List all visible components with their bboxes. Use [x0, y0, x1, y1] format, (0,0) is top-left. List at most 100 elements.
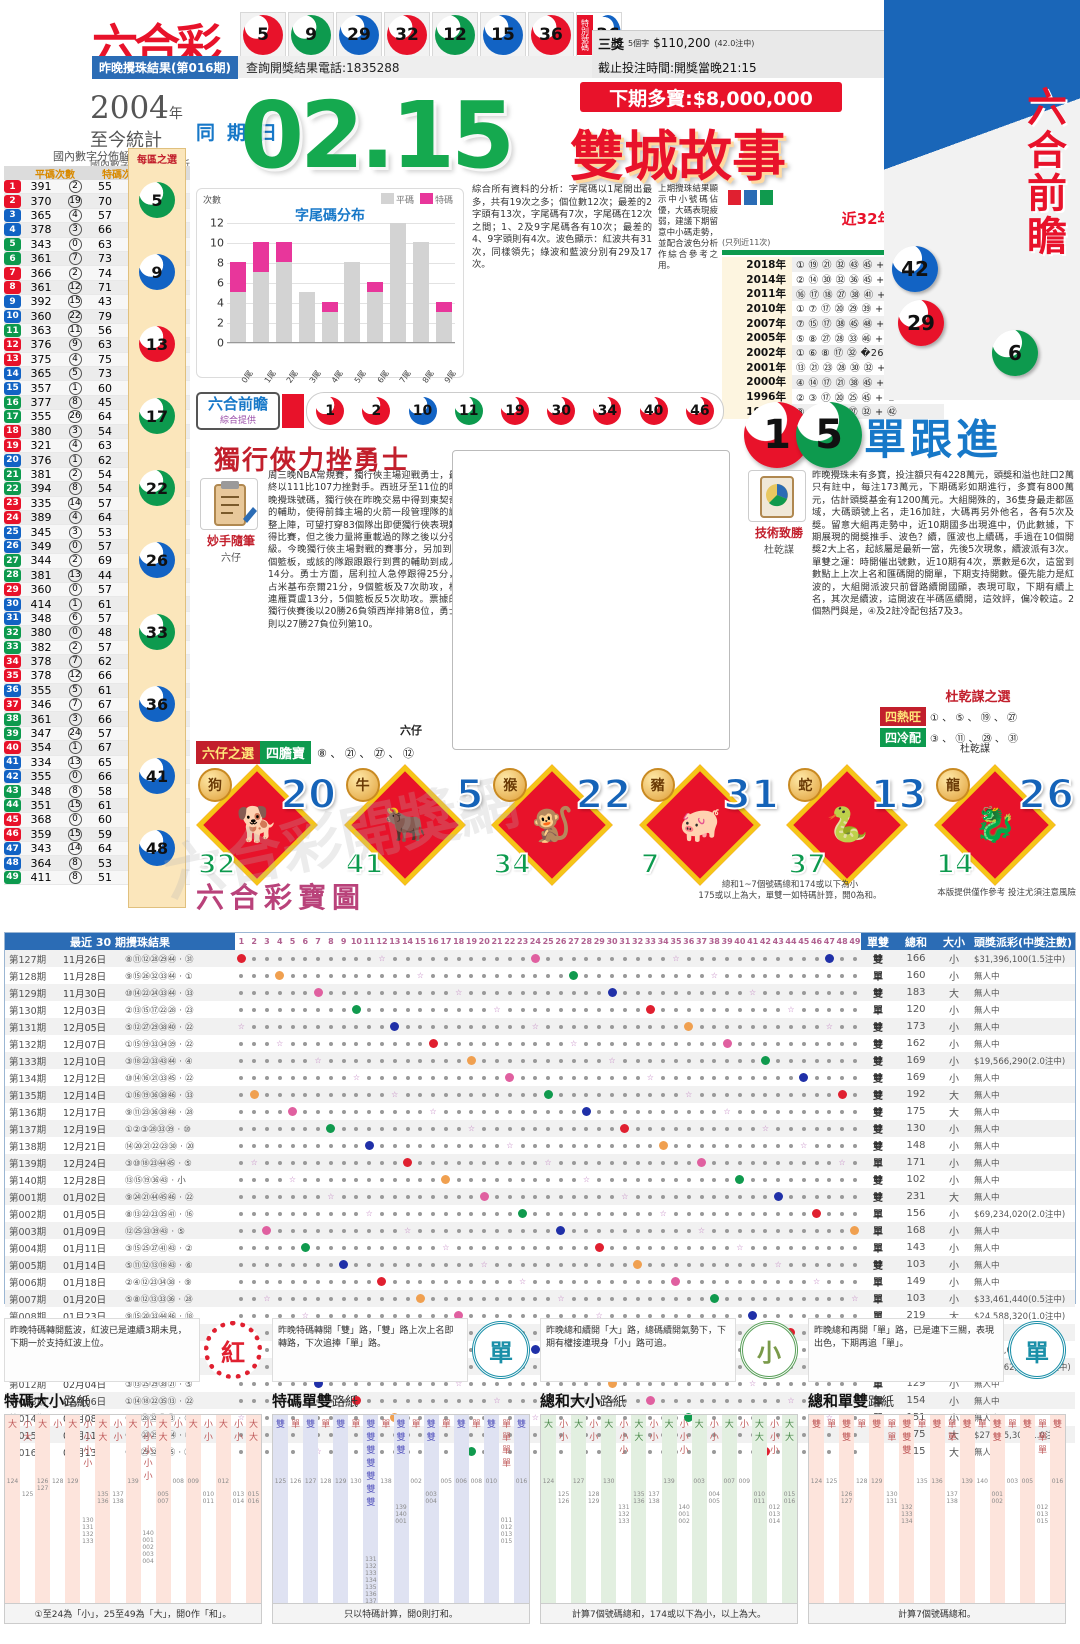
draw-cell	[465, 1073, 478, 1082]
forecast-ball[interactable]: 40	[639, 397, 668, 425]
year-value: 2004	[90, 90, 169, 126]
draw-ball: 32	[387, 15, 427, 55]
zone-pick-ball[interactable]: 5	[139, 182, 175, 218]
zone-pick-ball[interactable]: 22	[139, 470, 175, 506]
zone-pick-ball[interactable]: 41	[139, 758, 175, 794]
draw-cell	[708, 1022, 721, 1031]
number-header: 30	[606, 937, 618, 946]
draw-cell	[401, 1039, 414, 1048]
road-id: 011	[202, 1498, 215, 1505]
draw-payout: 無人中	[974, 1090, 1000, 1101]
zone-pick-ball[interactable]: 9	[139, 254, 175, 290]
zodiac-card[interactable]: 牛 🐂 5 41	[343, 764, 486, 886]
draw-cell	[797, 1294, 810, 1303]
draw-cell	[682, 1124, 695, 1133]
road-mark: 單	[887, 1420, 897, 1430]
road-mark: 雙	[366, 1446, 376, 1456]
zone-pick-ball[interactable]: 48	[139, 830, 175, 866]
road-map-panels: 昨晚特碼轉開藍波，紅波已是連續3期未見，下期一於支持紅波上位。紅特碼大小路紙大 1…	[4, 1312, 1076, 1638]
draw-cell: ☆	[774, 1260, 782, 1269]
zodiac-card[interactable]: 猴 🐒 22 34	[491, 764, 633, 886]
forecast-ball[interactable]: 10	[408, 397, 437, 425]
draw-cell	[606, 1022, 619, 1031]
draw-cell	[555, 1158, 568, 1167]
draw-cell	[324, 1447, 337, 1456]
draw-cell	[401, 1141, 414, 1150]
draw-cell	[273, 1209, 286, 1218]
road-mark: 小	[113, 1420, 123, 1430]
draw-cell	[618, 1090, 631, 1099]
draw-cell	[644, 1226, 657, 1235]
draw-cell	[363, 1090, 376, 1099]
draw-cell	[503, 1226, 516, 1235]
draw-cell	[516, 971, 529, 980]
forecast-ball[interactable]: 34	[593, 397, 622, 425]
road-id: 010	[753, 1491, 766, 1498]
draw-cell	[657, 1158, 670, 1167]
draw-payout: 無人中	[974, 1175, 1000, 1186]
draw-cell	[324, 1056, 337, 1065]
zone-pick-ball[interactable]: 36	[139, 686, 175, 722]
draw-cell	[618, 1379, 631, 1388]
stats-special-count: 53	[98, 856, 112, 870]
road-id: 139	[961, 1478, 973, 1485]
stats-normal-gap: 3	[61, 525, 89, 539]
road-id: 137	[365, 1598, 377, 1604]
draw-sum: 151	[906, 1412, 926, 1423]
road-id: 124	[810, 1478, 823, 1485]
draw-cell	[695, 1124, 708, 1133]
draw-cell	[440, 1294, 453, 1303]
draw-cell	[810, 1209, 823, 1218]
draw-cell	[644, 1430, 657, 1439]
draw-cell	[797, 1056, 810, 1065]
draw-cell	[414, 1311, 427, 1320]
draw-cell	[797, 954, 810, 963]
draw-cell	[644, 1447, 657, 1456]
zodiac-card[interactable]: 豬 🐖 31 7	[638, 764, 781, 886]
draw-cell	[427, 1260, 440, 1269]
stats-special-count: 57	[98, 496, 112, 510]
road-mark: 小	[769, 1433, 779, 1443]
draw-cell	[286, 1158, 299, 1167]
draw-cell	[414, 1124, 427, 1133]
draw-payout: 無人中	[974, 988, 1000, 999]
draw-big-small: 小	[949, 1176, 959, 1187]
forecast-ball[interactable]: 30	[547, 397, 576, 425]
chart-icon	[748, 470, 806, 522]
draw-cell	[491, 1243, 504, 1252]
forecast-ball[interactable]: 19	[500, 397, 529, 425]
zone-pick-ball[interactable]: 17	[139, 398, 175, 434]
draw-cell	[593, 1107, 606, 1116]
draw-period: 第001期	[9, 1192, 47, 1204]
draw-cell	[529, 1277, 542, 1286]
draw-cell	[324, 1226, 337, 1235]
draw-cell	[337, 1294, 350, 1303]
forecast-ball[interactable]: 1	[316, 397, 345, 425]
draw-cell	[529, 1447, 542, 1456]
road-id: 011	[500, 1517, 513, 1524]
draw-cell	[746, 1260, 759, 1269]
zodiac-card[interactable]: 龍 🐉 26 14	[934, 764, 1076, 886]
forecast-ball[interactable]: 46	[685, 397, 714, 425]
draw-cell	[376, 1022, 389, 1031]
draw-cell	[401, 1090, 414, 1099]
draw-cell	[670, 1005, 683, 1014]
draw-cell	[248, 1192, 261, 1201]
forecast-ball[interactable]: 2	[362, 397, 391, 425]
draw-cell	[401, 1005, 414, 1014]
draw-cell	[772, 1413, 785, 1422]
draw-cell	[235, 1260, 248, 1269]
road-grid: 大 124 小大 125 大 126 127 小 128 大 129 小小小小 130 131 132 133…	[4, 1414, 262, 1604]
road-mark: 單	[887, 1433, 897, 1443]
road-id: 137	[946, 1491, 958, 1498]
zone-pick-ball[interactable]: 26	[139, 542, 175, 578]
zodiac-card[interactable]: 狗 🐕 20 32	[196, 764, 338, 886]
forecast-ball[interactable]: 11	[454, 397, 483, 425]
zodiac-card[interactable]: 蛇 🐍 13 37	[786, 764, 928, 886]
draw-cell: ☆	[825, 1022, 833, 1031]
draw-payout: 無人中	[974, 1226, 1000, 1237]
draw-cell	[746, 1396, 759, 1405]
zone-pick-ball[interactable]: 33	[139, 614, 175, 650]
draw-cell	[465, 1175, 478, 1184]
zone-pick-ball[interactable]: 13	[139, 326, 175, 362]
